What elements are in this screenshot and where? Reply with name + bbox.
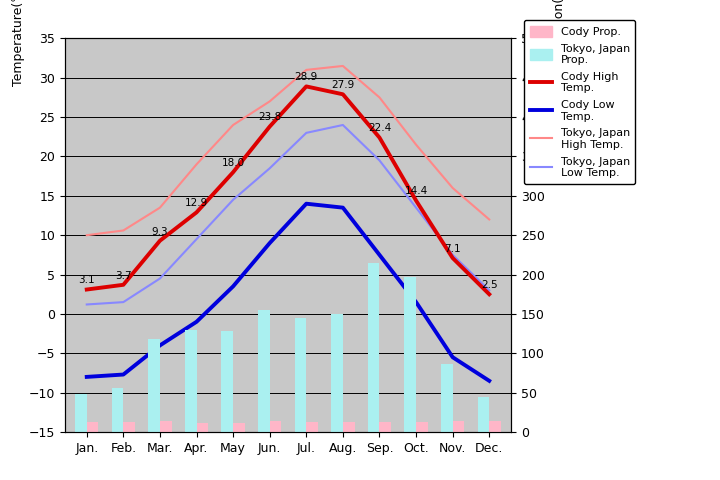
Cody High
Temp. (302, 84, 310, 89)
Tokyo, Japan
Low Temp. (449, 252, 457, 258)
Line: Cody High
Temp.: Cody High Temp. (86, 86, 490, 294)
Text: 22.4: 22.4 (368, 123, 391, 133)
Bar (477, 396, 490, 432)
Tokyo, Japan
High Temp. (485, 216, 494, 222)
Bar (416, 422, 428, 432)
Bar (160, 421, 171, 432)
Bar (294, 318, 306, 432)
Tokyo, Japan
Low Temp. (192, 236, 201, 242)
Line: Tokyo, Japan
High Temp.: Tokyo, Japan High Temp. (86, 66, 490, 235)
Tokyo, Japan
Low Temp. (375, 157, 384, 163)
Tokyo, Japan
Low Temp. (156, 276, 164, 281)
Tokyo, Japan
Low Temp. (119, 299, 127, 305)
Text: 23.8: 23.8 (258, 112, 282, 122)
Tokyo, Japan
High Temp. (375, 95, 384, 100)
Bar (453, 421, 464, 432)
Cody High
Temp. (82, 287, 91, 292)
Tokyo, Japan
High Temp. (119, 228, 127, 233)
Tokyo, Japan
Low Temp. (302, 130, 310, 136)
Line: Tokyo, Japan
Low Temp.: Tokyo, Japan Low Temp. (86, 125, 490, 304)
Cody High
Temp. (412, 198, 420, 204)
Bar (233, 423, 245, 432)
Cody High
Temp. (485, 291, 494, 297)
Text: 18.0: 18.0 (222, 158, 245, 168)
Bar (75, 394, 86, 432)
Bar (441, 363, 453, 432)
Cody High
Temp. (449, 255, 457, 261)
Tokyo, Japan
High Temp. (266, 98, 274, 104)
Cody Low
Temp. (375, 252, 384, 258)
Cody Low
Temp. (82, 374, 91, 380)
Tokyo, Japan
High Temp. (412, 142, 420, 147)
Line: Cody Low
Temp.: Cody Low Temp. (86, 204, 490, 381)
Text: 9.3: 9.3 (152, 227, 168, 237)
Cody Low
Temp. (192, 319, 201, 324)
Bar (258, 310, 270, 432)
Tokyo, Japan
High Temp. (156, 205, 164, 211)
Cody Low
Temp. (338, 205, 347, 211)
Bar (123, 422, 135, 432)
Bar (185, 330, 197, 432)
Bar (379, 422, 391, 432)
Legend: Cody Prop., Tokyo, Japan
Prop., Cody High
Temp., Cody Low
Temp., Tokyo, Japan
Hi: Cody Prop., Tokyo, Japan Prop., Cody Hig… (524, 20, 636, 184)
Bar (405, 277, 416, 432)
Text: 27.9: 27.9 (331, 80, 354, 90)
Cody Low
Temp. (156, 343, 164, 348)
Cody Low
Temp. (119, 372, 127, 377)
Text: 3.7: 3.7 (115, 271, 132, 281)
Tokyo, Japan
Low Temp. (412, 205, 420, 211)
Text: 28.9: 28.9 (294, 72, 318, 82)
Tokyo, Japan
High Temp. (229, 122, 238, 128)
Tokyo, Japan
High Temp. (449, 185, 457, 191)
Text: 7.1: 7.1 (444, 244, 461, 254)
Bar (270, 421, 282, 432)
Tokyo, Japan
High Temp. (338, 63, 347, 69)
Cody Low
Temp. (449, 354, 457, 360)
Cody Low
Temp. (302, 201, 310, 206)
Cody Low
Temp. (229, 284, 238, 289)
Text: 2.5: 2.5 (481, 280, 498, 290)
Tokyo, Japan
High Temp. (82, 232, 91, 238)
Y-axis label: Precipitation(mm): Precipitation(mm) (552, 0, 564, 79)
Bar (343, 422, 354, 432)
Cody High
Temp. (266, 124, 274, 130)
Cody Low
Temp. (412, 299, 420, 305)
Bar (306, 422, 318, 432)
Tokyo, Japan
Low Temp. (485, 288, 494, 293)
Tokyo, Japan
High Temp. (192, 161, 201, 167)
Tokyo, Japan
Low Temp. (82, 301, 91, 307)
Tokyo, Japan
High Temp. (302, 67, 310, 73)
Y-axis label: Temperature(℃): Temperature(℃) (12, 0, 24, 86)
Text: 14.4: 14.4 (405, 186, 428, 196)
Cody High
Temp. (192, 209, 201, 215)
Cody High
Temp. (229, 169, 238, 175)
Bar (368, 263, 379, 432)
Cody Low
Temp. (485, 378, 494, 384)
Tokyo, Japan
Low Temp. (338, 122, 347, 128)
Bar (86, 422, 99, 432)
Bar (112, 388, 123, 432)
Cody Low
Temp. (266, 240, 274, 246)
Cody High
Temp. (375, 135, 384, 141)
Cody High
Temp. (156, 238, 164, 243)
Bar (490, 421, 501, 432)
Bar (222, 331, 233, 432)
Tokyo, Japan
Low Temp. (229, 197, 238, 203)
Tokyo, Japan
Low Temp. (266, 166, 274, 171)
Bar (331, 314, 343, 432)
Cody High
Temp. (338, 91, 347, 97)
Text: 12.9: 12.9 (185, 198, 208, 208)
Cody High
Temp. (119, 282, 127, 288)
Text: 3.1: 3.1 (78, 276, 95, 285)
Bar (148, 339, 160, 432)
Bar (197, 423, 208, 432)
